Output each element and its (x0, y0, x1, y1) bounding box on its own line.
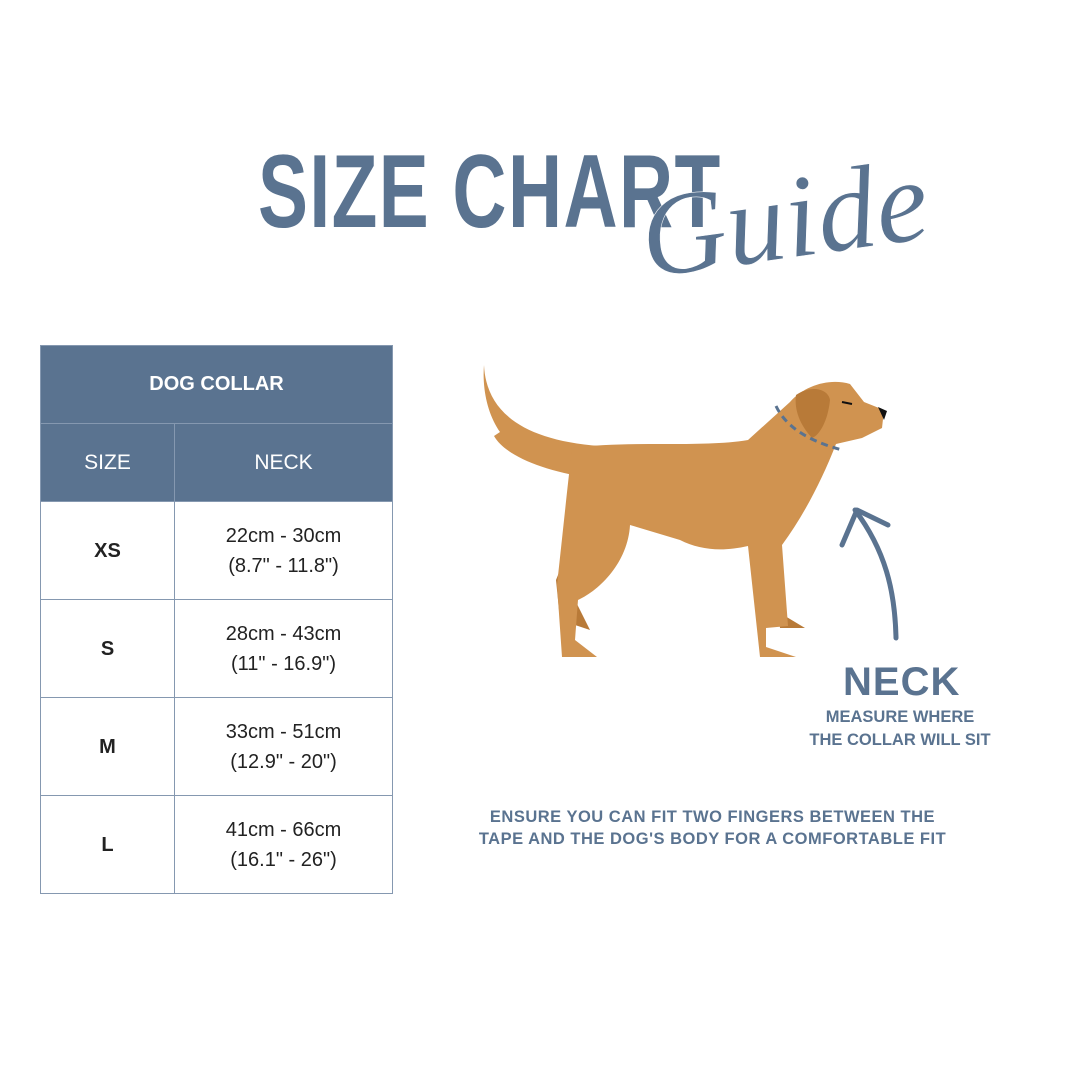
table-row: XS 22cm - 30cm (8.7" - 11.8") (40, 501, 393, 600)
measure-instruction: MEASURE WHERE THE COLLAR WILL SIT (790, 706, 1010, 752)
size-cell: S (40, 599, 175, 698)
neck-cm: 28cm - 43cm (225, 622, 342, 645)
column-header-neck: NECK (174, 423, 393, 502)
neck-inch: (8.7" - 11.8") (228, 554, 339, 577)
fit-note-line-2: TAPE AND THE DOG'S BODY FOR A COMFORTABL… (478, 830, 947, 848)
size-table: DOG COLLAR SIZE NECK XS 22cm - 30cm (8.7"… (40, 345, 393, 894)
neck-label: NECK (843, 660, 961, 704)
dog-icon (483, 365, 887, 657)
neck-cell: 22cm - 30cm (8.7" - 11.8") (174, 501, 393, 600)
fit-note: ENSURE YOU CAN FIT TWO FINGERS BETWEEN T… (440, 806, 985, 850)
title-size-chart: SIZE CHART (258, 134, 722, 250)
column-header-size: SIZE (40, 423, 175, 502)
table-title: DOG COLLAR (40, 345, 393, 424)
neck-inch: (11" - 16.9") (231, 652, 336, 675)
size-cell: M (40, 697, 175, 796)
size-cell: L (40, 795, 175, 894)
neck-inch: (16.1" - 26") (230, 848, 337, 871)
measure-line-1: MEASURE WHERE (825, 708, 975, 726)
measure-line-2: THE COLLAR WILL SIT (809, 731, 991, 749)
neck-cm: 22cm - 30cm (225, 524, 342, 547)
table-row: L 41cm - 66cm (16.1" - 26") (40, 795, 393, 894)
neck-cm: 33cm - 51cm (225, 720, 342, 743)
arrow-up-icon (839, 507, 899, 641)
neck-inch: (12.9" - 20") (230, 750, 337, 773)
fit-note-line-1: ENSURE YOU CAN FIT TWO FINGERS BETWEEN T… (489, 808, 936, 826)
table-row: M 33cm - 51cm (12.9" - 20") (40, 697, 393, 796)
neck-cm: 41cm - 66cm (225, 818, 342, 841)
neck-cell: 41cm - 66cm (16.1" - 26") (174, 795, 393, 894)
